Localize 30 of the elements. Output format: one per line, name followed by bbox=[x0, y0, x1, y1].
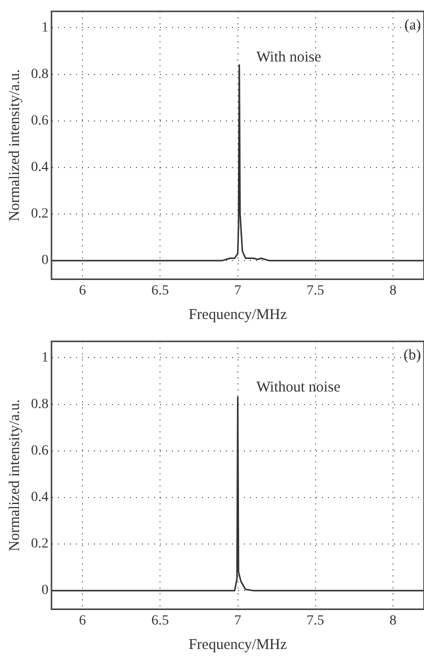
x-tick-label: 8 bbox=[389, 613, 396, 628]
y-tick-label: 1 bbox=[42, 20, 48, 36]
x-tick-label: 7.5 bbox=[306, 613, 324, 628]
x-tick-label: 7.5 bbox=[306, 283, 324, 298]
x-axis-title: Frequency/MHz bbox=[188, 636, 288, 653]
x-tick-label: 6.5 bbox=[151, 283, 169, 298]
x-axis-title: Frequency/MHz bbox=[188, 306, 288, 323]
y-tick-label: 0.2 bbox=[31, 206, 48, 222]
x-tick-label: 7 bbox=[234, 283, 242, 298]
y-tick-label: 0 bbox=[42, 253, 48, 268]
y-axis-title: Normalized intensity/a.u. bbox=[6, 69, 23, 222]
y-tick-label: 0.6 bbox=[31, 444, 48, 459]
y-tick-label: 0.2 bbox=[31, 536, 48, 552]
y-axis-title: Normalized intensity/a.u. bbox=[6, 399, 23, 552]
x-tick-label: 7 bbox=[234, 613, 242, 628]
y-tick-label: 0.6 bbox=[31, 114, 48, 129]
annotation: With noise bbox=[256, 49, 322, 66]
annotation: Without noise bbox=[256, 379, 341, 396]
y-tick-label: 0.4 bbox=[31, 160, 48, 176]
annotation: (b) bbox=[404, 347, 421, 364]
y-tick-label: 0.8 bbox=[31, 396, 48, 412]
x-tick-label: 6 bbox=[79, 283, 86, 298]
x-tick-label: 6.5 bbox=[151, 613, 169, 628]
y-tick-label: 1 bbox=[42, 350, 48, 366]
annotation: (a) bbox=[404, 17, 421, 34]
y-tick-label: 0.8 bbox=[31, 66, 48, 82]
y-tick-label: 0 bbox=[42, 583, 48, 598]
x-tick-label: 8 bbox=[389, 283, 396, 298]
y-tick-label: 0.4 bbox=[31, 490, 48, 506]
x-tick-label: 6 bbox=[79, 613, 86, 628]
